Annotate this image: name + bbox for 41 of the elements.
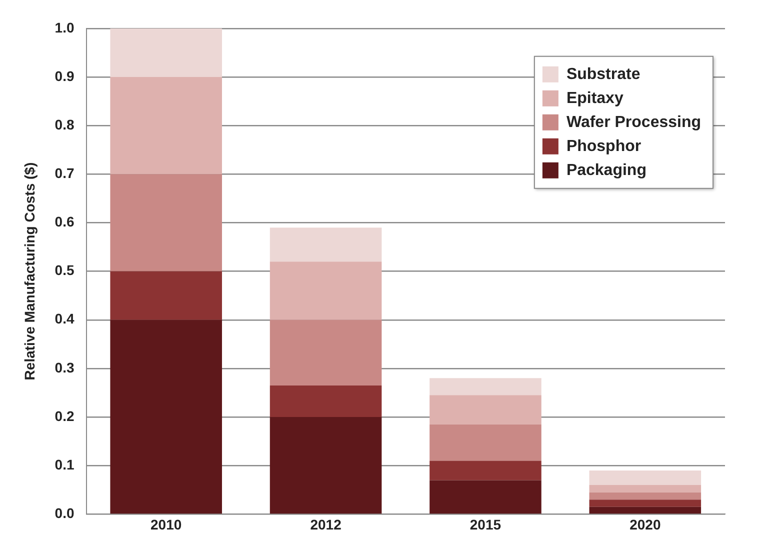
y-tick-label: 0.5: [54, 262, 74, 278]
x-tick-label: 2010: [150, 516, 182, 532]
legend-label: Wafer Processing: [566, 114, 701, 131]
legend-label: Epitaxy: [566, 90, 624, 107]
bar: [270, 228, 382, 262]
y-tick-label: 1.0: [54, 19, 74, 36]
x-tick-label: 2012: [310, 516, 342, 532]
bar: [589, 485, 702, 492]
bar: [270, 262, 382, 320]
y-tick-label: 0.6: [54, 214, 74, 230]
bar: [589, 500, 702, 507]
legend-label: Packaging: [566, 162, 646, 179]
legend-label: Phosphor: [566, 138, 642, 155]
bar: [270, 385, 382, 418]
bar: [430, 460, 542, 480]
y-tick-label: 0.8: [54, 116, 74, 132]
y-tick-label: 0.2: [54, 408, 74, 424]
bar: [270, 417, 382, 514]
bar: [110, 271, 222, 320]
y-tick-label: 0.4: [54, 310, 74, 327]
y-tick-label: 0.7: [54, 165, 74, 181]
y-tick-label: 0.3: [54, 359, 74, 376]
x-tick-label: 2020: [630, 516, 661, 532]
bar: [430, 395, 542, 424]
bar: [110, 320, 222, 514]
bar: [270, 320, 382, 386]
bar: [430, 424, 542, 461]
bar: [110, 28, 222, 77]
bar: [589, 470, 702, 486]
bar: [110, 174, 222, 272]
x-tick-label: 2015: [470, 516, 502, 532]
bar: [430, 378, 542, 396]
y-tick-label: 0.0: [54, 505, 74, 522]
bar: [110, 76, 222, 174]
bar: [589, 506, 702, 514]
y-tick-label: 0.1: [54, 456, 74, 472]
y-tick-label: 0.9: [54, 68, 74, 84]
bar: [430, 480, 542, 514]
legend-label: Substrate: [566, 66, 640, 83]
y-axis-title: Relative Manufacturing Costs ($): [21, 162, 38, 380]
bar: [589, 492, 702, 500]
